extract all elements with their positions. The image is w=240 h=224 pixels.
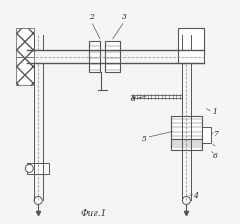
Circle shape <box>25 164 33 172</box>
Bar <box>202 127 211 143</box>
Text: Фиг.1: Фиг.1 <box>80 209 107 218</box>
Circle shape <box>182 196 190 205</box>
Text: 3: 3 <box>122 13 127 21</box>
Bar <box>27 163 49 174</box>
Text: 4: 4 <box>193 192 198 200</box>
Text: 6: 6 <box>213 152 218 160</box>
Text: 8: 8 <box>131 95 136 103</box>
Bar <box>16 28 34 57</box>
Bar <box>104 41 120 72</box>
Bar <box>178 28 204 63</box>
Bar <box>89 41 100 72</box>
Bar <box>16 57 34 85</box>
Bar <box>171 116 202 139</box>
Bar <box>171 139 202 150</box>
Text: 7: 7 <box>213 130 218 138</box>
Circle shape <box>34 196 42 205</box>
Text: 1: 1 <box>213 108 218 116</box>
Text: 2: 2 <box>89 13 94 21</box>
Text: 5: 5 <box>142 135 147 142</box>
